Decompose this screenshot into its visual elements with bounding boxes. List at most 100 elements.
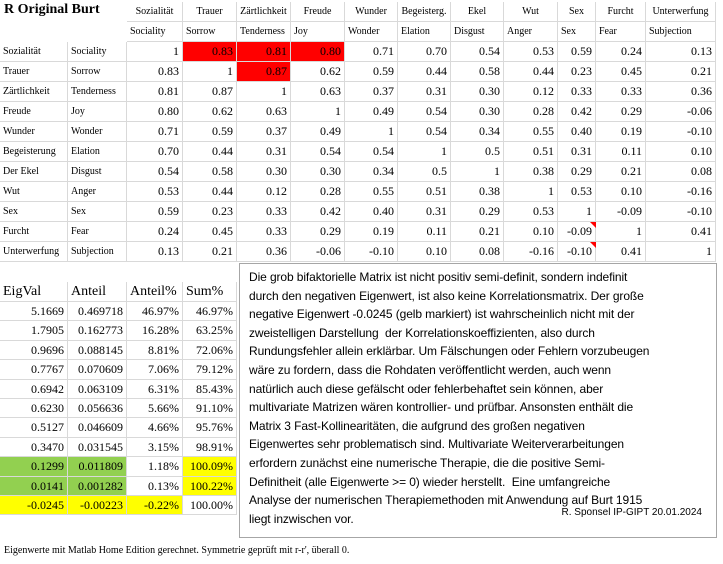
matrix-cell: 0.63 bbox=[237, 102, 291, 122]
column-header-de: Begeisterg. bbox=[398, 2, 451, 22]
matrix-cell: 0.51 bbox=[398, 182, 451, 202]
matrix-cell: 0.55 bbox=[345, 182, 398, 202]
matrix-cell: -0.09 bbox=[558, 222, 596, 242]
matrix-cell: 0.31 bbox=[558, 142, 596, 162]
matrix-cell: 1 bbox=[646, 242, 716, 262]
matrix-cell: 0.33 bbox=[237, 202, 291, 222]
note-line: wäre zu fordern, dass die Rohdaten veröf… bbox=[249, 363, 611, 377]
matrix-cell: 0.24 bbox=[127, 222, 183, 242]
matrix-cell: 1 bbox=[237, 82, 291, 102]
matrix-cell: 0.21 bbox=[646, 62, 716, 82]
matrix-cell: 0.53 bbox=[558, 182, 596, 202]
note-line: zweistelligen Darstellung der Korrelatio… bbox=[249, 325, 595, 340]
matrix-cell: -0.10 bbox=[646, 122, 716, 142]
matrix-cell: 0.31 bbox=[398, 202, 451, 222]
note-line: durch den negativen Eigenwert, ist also … bbox=[249, 288, 644, 303]
matrix-cell: 0.59 bbox=[345, 62, 398, 82]
eigen-cell: 0.6230 bbox=[0, 399, 68, 419]
matrix-cell: 1 bbox=[183, 62, 237, 82]
eigen-cell: 3.15% bbox=[127, 437, 183, 458]
matrix-cell: -0.10 bbox=[558, 242, 596, 262]
note-line: Matrix 3 Fast-Kollinearitäten, die aufgr… bbox=[249, 418, 585, 433]
eigen-cell: 8.81% bbox=[127, 340, 183, 361]
note-line: Rundungsfehler allein erklärbar. Um Fäls… bbox=[249, 344, 650, 359]
matrix-cell: 0.19 bbox=[596, 122, 646, 142]
matrix-cell: 0.54 bbox=[398, 102, 451, 122]
row-label-en: Wonder bbox=[68, 122, 127, 142]
eigen-cell: 7.06% bbox=[127, 360, 183, 380]
eigen-header: EigVal bbox=[0, 282, 68, 302]
eigen-cell: -0.0245 bbox=[0, 496, 68, 516]
eigen-header: Anteil bbox=[68, 282, 127, 302]
matrix-cell: 0.30 bbox=[451, 102, 504, 122]
matrix-cell: 0.80 bbox=[291, 42, 345, 62]
matrix-cell: 0.40 bbox=[345, 202, 398, 222]
column-header-en: Fear bbox=[596, 22, 646, 42]
matrix-cell: 0.81 bbox=[237, 42, 291, 62]
row-label-en: Fear bbox=[68, 222, 127, 242]
matrix-cell: 0.87 bbox=[183, 82, 237, 102]
matrix-cell: 1 bbox=[596, 222, 646, 242]
matrix-cell: -0.10 bbox=[345, 242, 398, 262]
matrix-cell: 0.41 bbox=[596, 242, 646, 262]
matrix-cell: -0.06 bbox=[646, 102, 716, 122]
eigen-cell: 1.7905 bbox=[0, 321, 68, 341]
eigen-cell: 100.00% bbox=[183, 496, 237, 516]
footer-note: Eigenwerte mit Matlab Home Edition gerec… bbox=[4, 545, 350, 556]
matrix-cell: 0.54 bbox=[291, 142, 345, 162]
matrix-cell: 0.71 bbox=[127, 122, 183, 142]
matrix-cell: 0.21 bbox=[596, 162, 646, 182]
matrix-cell: 0.40 bbox=[558, 122, 596, 142]
matrix-cell: 0.54 bbox=[451, 42, 504, 62]
eigen-cell: 95.76% bbox=[183, 418, 237, 438]
eigen-cell: 0.3470 bbox=[0, 437, 68, 458]
column-header-en: Sorrow bbox=[183, 22, 237, 42]
matrix-cell: 0.38 bbox=[504, 162, 558, 182]
column-header-de: Ekel bbox=[451, 2, 504, 22]
eigen-cell: 6.31% bbox=[127, 379, 183, 399]
matrix-cell: 1 bbox=[345, 122, 398, 142]
matrix-cell: 0.29 bbox=[596, 102, 646, 122]
matrix-cell: 0.53 bbox=[504, 42, 558, 62]
matrix-cell: 0.62 bbox=[291, 62, 345, 82]
eigen-cell: 91.10% bbox=[183, 399, 237, 419]
matrix-cell: 0.54 bbox=[127, 162, 183, 182]
matrix-cell: 0.33 bbox=[596, 82, 646, 102]
matrix-cell: 0.24 bbox=[596, 42, 646, 62]
matrix-cell: 0.62 bbox=[183, 102, 237, 122]
column-header-de: Sozialität bbox=[127, 2, 183, 22]
matrix-cell: 0.41 bbox=[646, 222, 716, 242]
eigen-cell: 0.6942 bbox=[0, 379, 68, 399]
eigen-cell: -0.00223 bbox=[68, 496, 127, 516]
eigen-cell: 0.0141 bbox=[0, 476, 68, 496]
note-line: Definitheit (alle Eigenwerte >= 0) wiede… bbox=[249, 474, 611, 489]
matrix-cell: 0.44 bbox=[183, 142, 237, 162]
matrix-cell: 0.13 bbox=[646, 42, 716, 62]
matrix-cell: 0.13 bbox=[127, 242, 183, 262]
row-label-en: Joy bbox=[68, 102, 127, 122]
eigen-cell: 0.5127 bbox=[0, 418, 68, 438]
matrix-cell: 1 bbox=[127, 42, 183, 62]
column-header-en: Elation bbox=[398, 22, 451, 42]
eigen-cell: 79.12% bbox=[183, 360, 237, 380]
matrix-cell: 0.31 bbox=[398, 82, 451, 102]
matrix-cell: 0.12 bbox=[237, 182, 291, 202]
matrix-cell: 0.53 bbox=[504, 202, 558, 222]
matrix-cell: 0.53 bbox=[127, 182, 183, 202]
matrix-cell: 0.11 bbox=[596, 142, 646, 162]
matrix-cell: 0.10 bbox=[596, 182, 646, 202]
row-label-en: Anger bbox=[68, 182, 127, 202]
matrix-cell: 0.83 bbox=[127, 62, 183, 82]
matrix-cell: 0.30 bbox=[291, 162, 345, 182]
eigen-cell: 0.7767 bbox=[0, 360, 68, 380]
eigen-cell: 46.97% bbox=[183, 302, 237, 322]
note-line: Analyse der numerischen Therapiemethoden… bbox=[249, 493, 643, 508]
matrix-cell: 0.33 bbox=[237, 222, 291, 242]
matrix-cell: 0.36 bbox=[646, 82, 716, 102]
note-line: erfordern zunächst eine numerische Thera… bbox=[249, 456, 605, 470]
matrix-cell: -0.10 bbox=[646, 202, 716, 222]
comment-marker bbox=[590, 242, 596, 248]
matrix-cell: 0.5 bbox=[398, 162, 451, 182]
column-header-en: Sociality bbox=[127, 22, 183, 42]
